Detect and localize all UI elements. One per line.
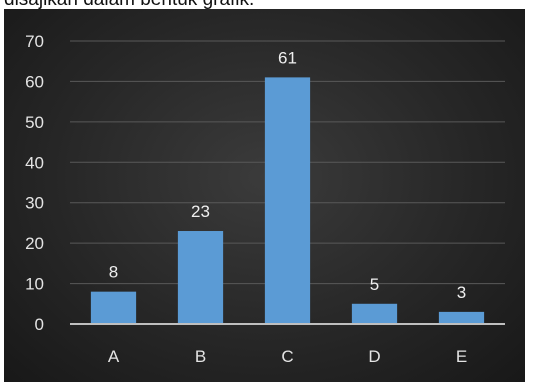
x-tick-label: C (281, 347, 293, 366)
y-tick-label: 50 (25, 113, 44, 132)
bar (264, 77, 311, 324)
data-label: 3 (457, 283, 466, 302)
y-tick-label: 30 (25, 194, 44, 213)
y-tick-label: 10 (25, 275, 44, 294)
bar-chart: 0 10 20 30 40 50 60 70 8 A 23 B 61 C 5 D 3 E (4, 9, 525, 382)
bar-chart-svg: 0 10 20 30 40 50 60 70 8 A 23 B 61 C 5 D 3 E (25, 32, 505, 366)
data-label: 8 (109, 263, 118, 282)
data-label: 23 (191, 202, 210, 221)
y-tick-label: 70 (25, 32, 44, 51)
bar (177, 231, 224, 324)
data-label: 5 (370, 275, 379, 294)
bar (90, 291, 137, 324)
y-tick-label: 40 (25, 153, 44, 172)
bar (438, 311, 485, 324)
y-tick-label: 0 (35, 315, 44, 334)
x-tick-label: B (195, 347, 206, 366)
caption-text: disajikan dalam bentuk grafik. (4, 0, 254, 11)
x-tick-label: A (108, 347, 120, 366)
bar (351, 303, 398, 324)
y-tick-label: 20 (25, 234, 44, 253)
data-label: 61 (278, 48, 297, 67)
y-tick-label: 60 (25, 72, 44, 91)
x-tick-label: D (368, 347, 380, 366)
x-tick-label: E (456, 347, 467, 366)
